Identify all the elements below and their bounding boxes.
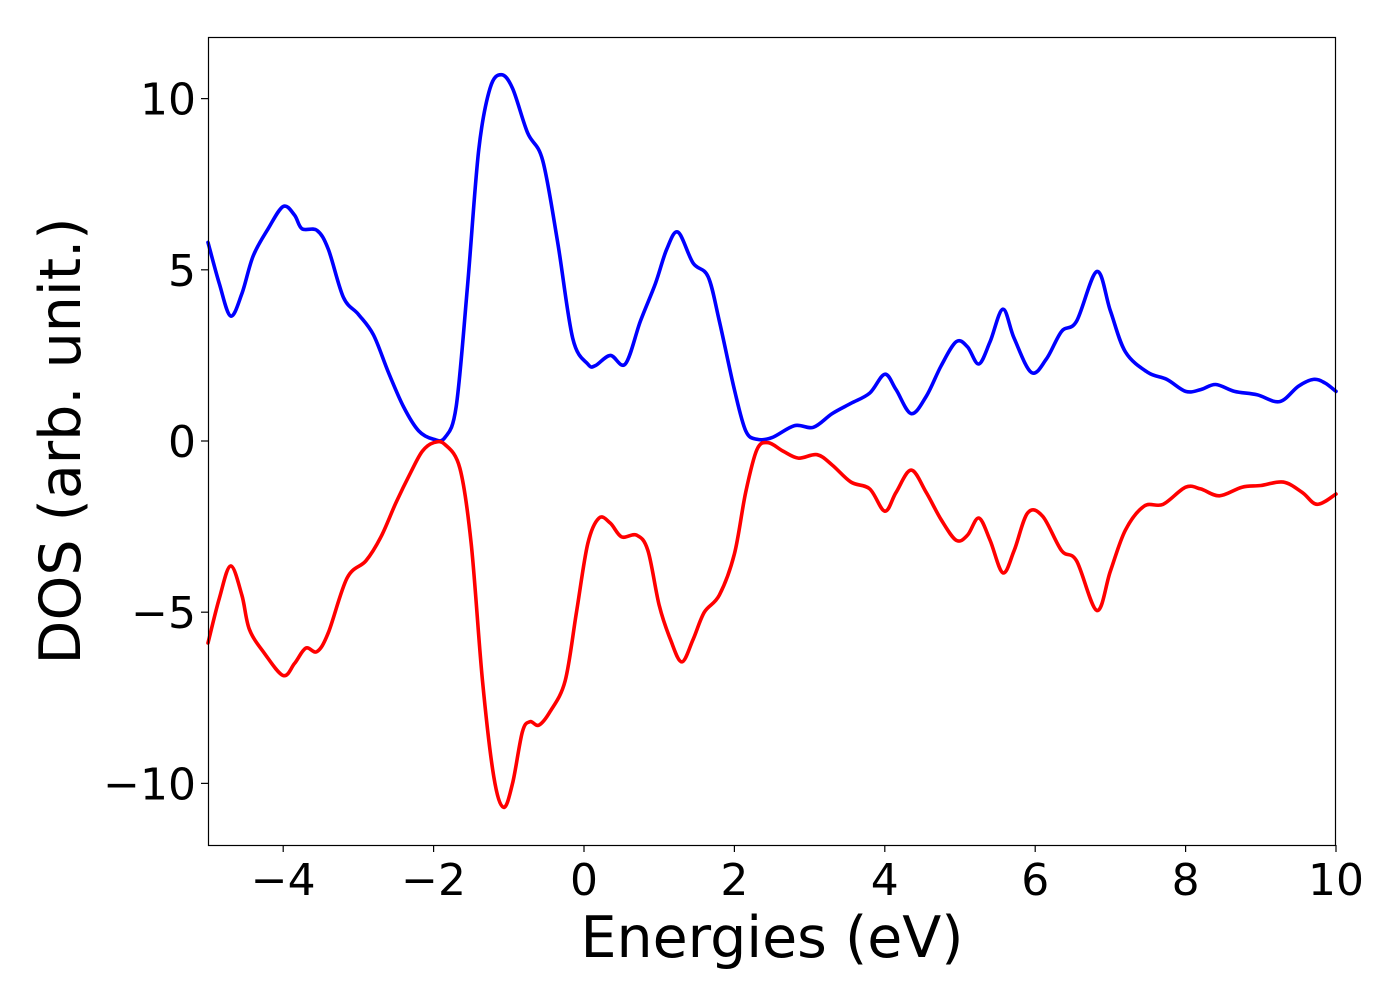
x-tick-label: 6 — [1021, 855, 1049, 906]
x-tick-label: 2 — [720, 855, 748, 906]
x-tick-label: −4 — [251, 855, 316, 906]
series-line-2 — [206, 439, 1338, 810]
x-axis-title: Energies (eV) — [580, 905, 963, 971]
x-tick-label: −2 — [401, 855, 466, 906]
x-tick-label: 8 — [1172, 855, 1200, 906]
y-axis-title: DOS (arb. unit.) — [28, 218, 94, 665]
x-tick-label: 0 — [570, 855, 598, 906]
y-tick-label: −10 — [103, 759, 196, 810]
y-tick-label: 10 — [140, 75, 196, 126]
x-axis-ticks: −4 −2 0 2 4 6 8 10 — [251, 845, 1364, 906]
y-tick-label: −5 — [131, 588, 196, 639]
series-layer — [206, 72, 1338, 810]
y-axis-ticks: 10 5 0 −5 −10 — [103, 75, 208, 810]
series-line-1 — [206, 72, 1338, 443]
x-tick-label: 4 — [871, 855, 899, 906]
y-tick-label: 5 — [168, 246, 196, 297]
y-tick-label: 0 — [168, 417, 196, 468]
plot-frame — [207, 36, 1337, 847]
x-tick-label: 10 — [1308, 855, 1364, 906]
